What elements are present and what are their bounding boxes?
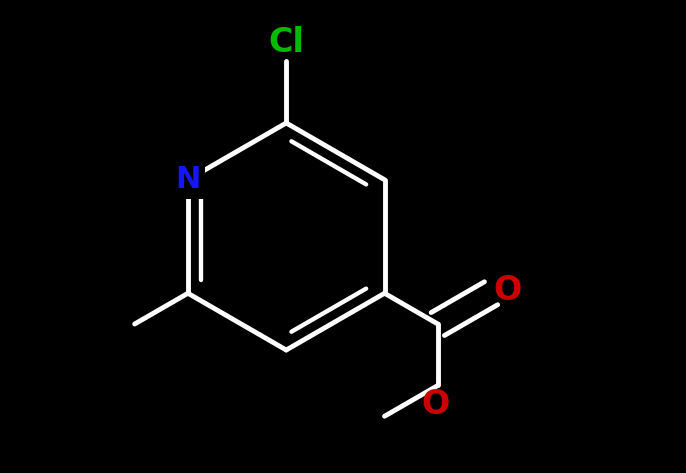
Text: O: O bbox=[421, 388, 449, 421]
Text: Cl: Cl bbox=[268, 26, 304, 59]
Text: O: O bbox=[493, 274, 522, 307]
Text: N: N bbox=[175, 165, 200, 194]
